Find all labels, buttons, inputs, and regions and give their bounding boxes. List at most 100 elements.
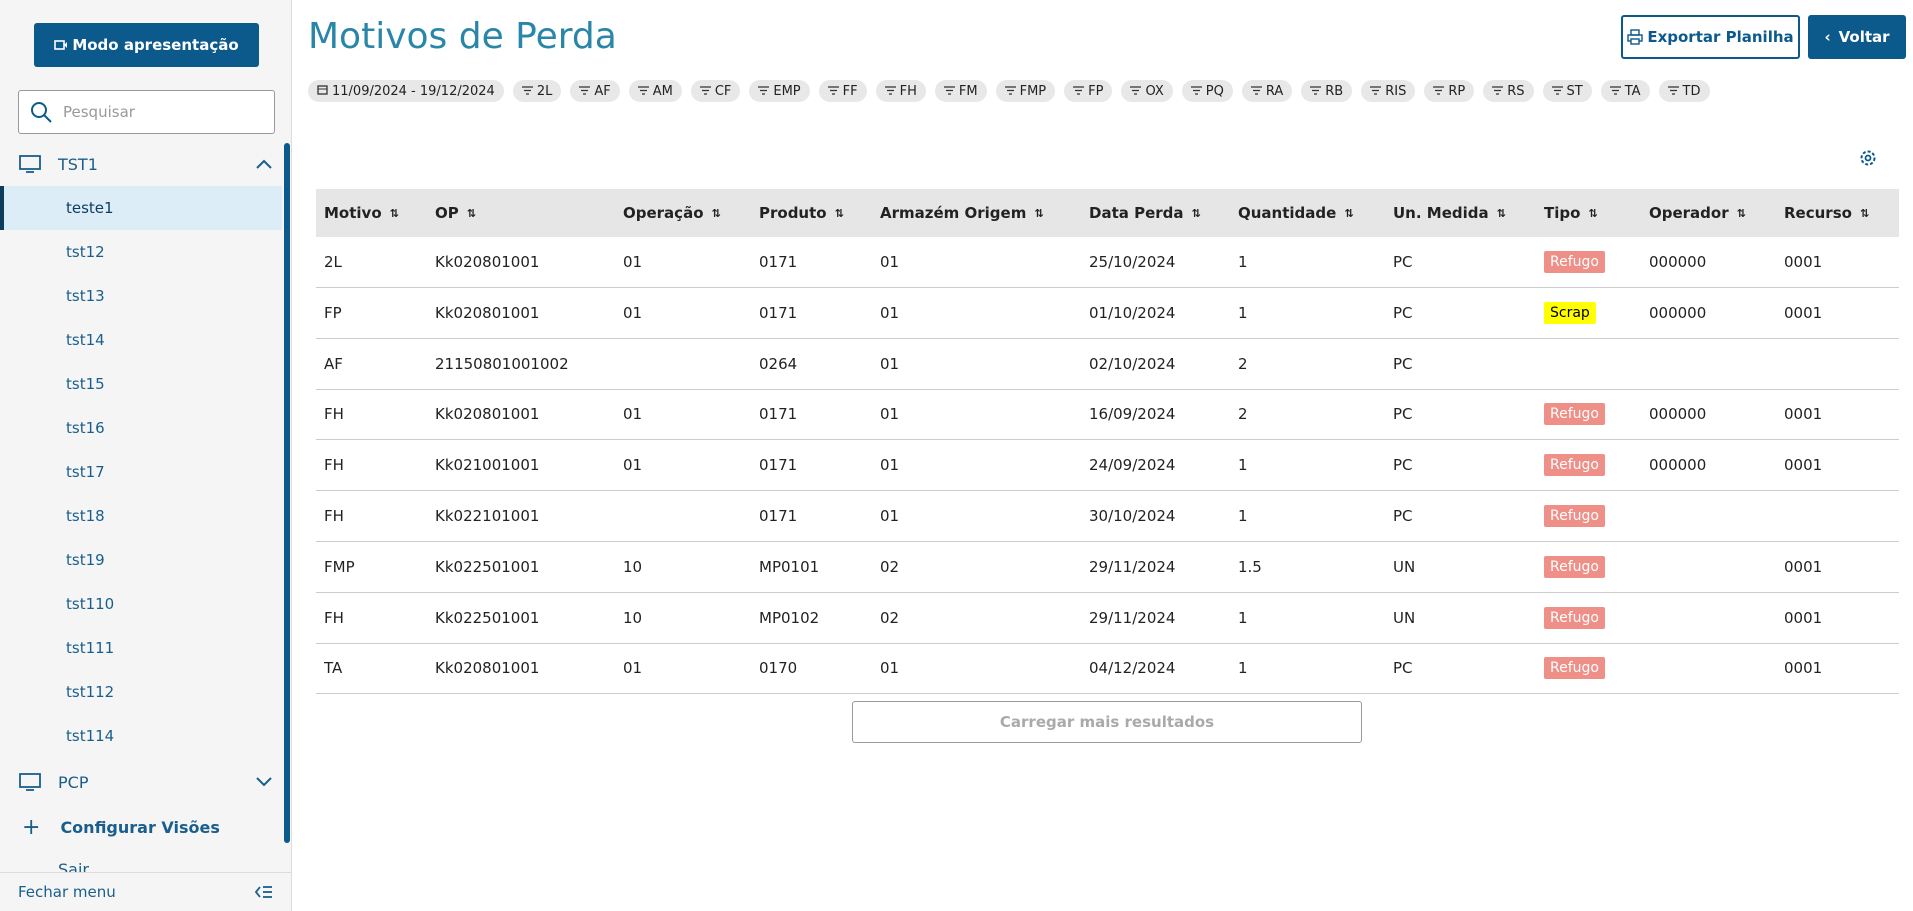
close-menu[interactable]: Fechar menu [0, 872, 291, 911]
column-header[interactable]: Un. Medida ⇅ [1393, 204, 1506, 222]
filter-chip[interactable]: PQ [1181, 80, 1233, 102]
cell: 000000 [1649, 405, 1707, 424]
present-button[interactable]: Modo apresentação [34, 23, 259, 67]
cell: 30/10/2024 [1089, 507, 1176, 525]
row-divider [316, 693, 1899, 695]
filter-chip[interactable]: AF [570, 80, 620, 102]
filter-chip[interactable]: FMP [995, 80, 1056, 102]
filter-chip[interactable]: FH [875, 80, 926, 102]
column-header[interactable]: Operador ⇅ [1649, 204, 1746, 222]
column-header[interactable]: Quantidade ⇅ [1238, 204, 1354, 222]
nav-item[interactable]: tst110 [66, 595, 115, 613]
group[interactable]: TST1 [18, 150, 280, 178]
title: Motivos de Perda [308, 16, 617, 57]
column-header[interactable]: Armazém Origem ⇅ [880, 204, 1044, 222]
filter-chip[interactable]: EMP [749, 80, 810, 102]
nav-item[interactable]: tst111 [66, 639, 115, 657]
nav-item[interactable]: tst14 [66, 331, 105, 349]
label: Armazém Origem [880, 204, 1027, 222]
row-divider [316, 337, 1899, 339]
row-divider [316, 490, 1899, 492]
cell: Kk021001001 [435, 456, 540, 475]
label: 11/09/2024 - 19/12/2024 [332, 83, 495, 99]
cell: 000000 [1649, 456, 1707, 475]
cell: 1 [1238, 507, 1248, 525]
filter-chip[interactable]: RP [1424, 80, 1475, 102]
filter-chip[interactable]: RS [1483, 80, 1534, 102]
filter-chip[interactable]: CF [690, 80, 741, 102]
search[interactable]: Pesquisar [18, 90, 275, 134]
back-button[interactable]: ‹ Voltar [1808, 15, 1906, 59]
nav-item[interactable]: tst112 [66, 683, 115, 701]
filter-chip[interactable]: ST [1542, 80, 1592, 102]
filter-chip[interactable]: TD [1658, 80, 1710, 102]
cell: PC [1393, 253, 1413, 271]
filter-chip[interactable]: 2L [512, 80, 562, 102]
label: TD [1682, 83, 1701, 99]
icon [521, 84, 533, 99]
configure[interactable]: + Configurar Visões [22, 815, 220, 840]
filter-chip[interactable]: RB [1301, 80, 1353, 102]
nav-item[interactable]: tst114 [66, 727, 115, 745]
cell: 1 [1238, 608, 1248, 627]
icon [637, 84, 649, 99]
cell: 10 [623, 557, 643, 576]
nav-item[interactable]: tst19 [66, 551, 105, 569]
filter-chip[interactable]: OX [1121, 80, 1173, 102]
column-header[interactable]: Tipo ⇅ [1544, 204, 1598, 222]
cell: Kk020801001 [435, 405, 540, 424]
cell: Kk020801001 [435, 303, 540, 322]
cell: Kk022501001 [435, 557, 540, 576]
filter-chip[interactable]: FF [818, 80, 867, 102]
column-header[interactable]: Operação ⇅ [623, 204, 721, 222]
cell: 01 [623, 456, 643, 475]
icon [884, 84, 896, 99]
label: FH [899, 83, 917, 99]
label: RA [1265, 83, 1284, 99]
cell: PC [1393, 303, 1413, 322]
settings-icon[interactable] [1858, 148, 1878, 168]
label: AF [594, 83, 611, 99]
cell: 01 [623, 659, 643, 678]
column-header[interactable]: Recurso ⇅ [1784, 204, 1869, 222]
column-header[interactable]: OP ⇅ [435, 204, 476, 222]
sort-icon: ⇅ [1191, 206, 1201, 220]
nav-item[interactable]: tst13 [66, 287, 105, 305]
cell: 0001 [1784, 303, 1823, 322]
label: TA [1624, 83, 1641, 99]
nav-item[interactable]: tst15 [66, 375, 105, 393]
cell: 000000 [1649, 253, 1707, 271]
label: PCP [58, 772, 89, 792]
cell: 02 [880, 557, 900, 576]
nav-item[interactable]: tst16 [66, 419, 105, 437]
nav-item[interactable]: tst12 [66, 243, 105, 261]
nav-item[interactable]: tst17 [66, 463, 105, 481]
icon [1370, 84, 1382, 99]
icon [827, 84, 839, 99]
cell: PC [1393, 659, 1413, 678]
filter-chip[interactable]: FM [934, 80, 987, 102]
cell: 0001 [1784, 557, 1823, 576]
filter-chip[interactable]: FP [1064, 80, 1113, 102]
nav-item[interactable]: tst18 [66, 507, 105, 525]
filter-chip[interactable]: TA [1600, 80, 1650, 102]
column-header[interactable]: Motivo ⇅ [324, 204, 399, 222]
group[interactable]: PCP [18, 768, 280, 796]
label: Operação [623, 204, 704, 222]
icon [1004, 84, 1016, 99]
column-header[interactable]: Produto ⇅ [759, 204, 844, 222]
scrollbar[interactable] [284, 143, 290, 843]
filter-chip[interactable]: RA [1241, 80, 1293, 102]
nav-item[interactable]: teste1 [0, 186, 282, 230]
filter-chip[interactable]: RIS [1361, 80, 1416, 102]
filter-chip[interactable]: 11/09/2024 - 19/12/2024 [308, 80, 504, 102]
load-more-button[interactable]: Carregar mais resultados [852, 701, 1362, 743]
type-badge: Refugo [1544, 657, 1605, 680]
filter-chip[interactable]: AM [628, 80, 682, 102]
icon [54, 40, 68, 50]
column-header[interactable]: Data Perda ⇅ [1089, 204, 1201, 222]
icon [1667, 84, 1679, 99]
row-divider [316, 287, 1899, 288]
export-button[interactable]: Exportar Planilha [1621, 15, 1800, 59]
